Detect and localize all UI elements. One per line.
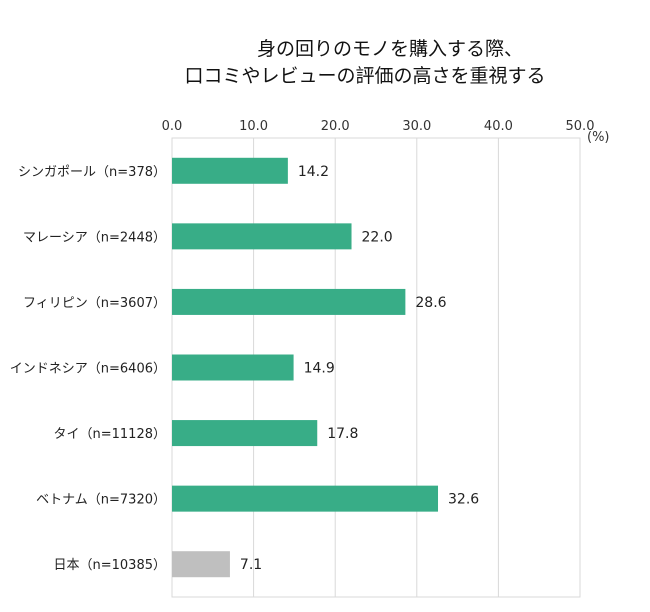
value-label: 17.8 bbox=[327, 426, 358, 442]
bar bbox=[172, 354, 294, 381]
x-tick-label: 20.0 bbox=[321, 119, 350, 134]
bar bbox=[172, 288, 406, 315]
value-label: 22.0 bbox=[362, 229, 393, 245]
category-label: シンガポール（n=378） bbox=[18, 165, 166, 180]
value-label: 14.9 bbox=[304, 361, 335, 377]
category-label: インドネシア（n=6406） bbox=[10, 362, 166, 377]
unit-label: (%) bbox=[587, 130, 610, 145]
bar bbox=[172, 485, 439, 512]
x-tick-label: 10.0 bbox=[239, 119, 268, 134]
bar bbox=[172, 157, 288, 184]
x-tick-label: 50.0 bbox=[566, 119, 595, 134]
x-tick-label: 40.0 bbox=[484, 119, 513, 134]
x-tick-label: 0.0 bbox=[162, 119, 183, 134]
category-label: ベトナム（n=7320） bbox=[36, 493, 166, 508]
x-tick-label: 30.0 bbox=[402, 119, 431, 134]
category-label: マレーシア（n=2448） bbox=[23, 230, 166, 245]
chart-title-line-2: 口コミやレビューの評価の高さを重視する bbox=[184, 65, 545, 87]
value-label: 28.6 bbox=[415, 295, 446, 311]
value-label: 14.2 bbox=[298, 164, 329, 180]
category-label: フィリピン（n=3607） bbox=[23, 296, 166, 311]
value-label: 7.1 bbox=[240, 557, 262, 573]
value-label: 32.6 bbox=[448, 492, 479, 508]
bar bbox=[172, 551, 230, 578]
category-label: 日本（n=10385） bbox=[54, 558, 167, 573]
category-label: タイ（n=11128） bbox=[54, 427, 167, 442]
bar bbox=[172, 223, 352, 250]
bar bbox=[172, 420, 318, 447]
chart-title-line-1: 身の回りのモノを購入する際、 bbox=[257, 38, 523, 60]
